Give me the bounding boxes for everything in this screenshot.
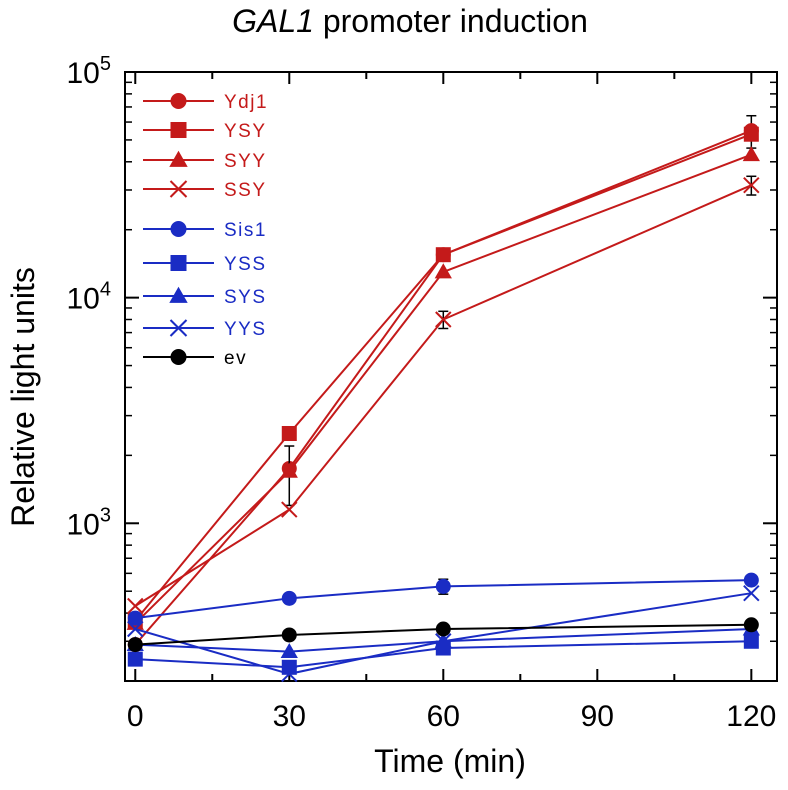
data-point-x — [435, 311, 452, 328]
legend-item-sys: SYS — [143, 286, 267, 308]
plot-frame — [124, 71, 778, 682]
x-tick-label: 0 — [127, 700, 144, 733]
series-line — [135, 628, 752, 653]
legend-label: SYY — [224, 151, 267, 172]
data-point-triangle — [434, 263, 452, 279]
data-point-triangle — [280, 462, 298, 478]
legend-label: SYS — [224, 287, 267, 308]
data-point-x — [127, 620, 144, 638]
data-point-circle — [127, 610, 143, 626]
data-point-circle — [170, 221, 187, 237]
legend-item-ydj1: Ydj1 — [143, 92, 268, 113]
data-point-triangle — [169, 286, 188, 303]
legend-item-yss: YSS — [143, 254, 267, 275]
legend-label: YSS — [224, 254, 267, 275]
y-tick-exponent: 3 — [100, 504, 111, 526]
legend-label: Sis1 — [224, 220, 267, 241]
series-line — [134, 592, 752, 675]
series-line — [134, 129, 752, 646]
data-point-x — [435, 633, 452, 650]
data-point-circle — [435, 621, 451, 637]
legend-label: YYS — [224, 319, 267, 340]
axes: 0 30 60 90 120 103 104 105 — [67, 53, 778, 733]
series-line — [135, 623, 752, 646]
data-point-x — [743, 176, 760, 194]
data-point-square — [435, 247, 451, 263]
data-point-circle — [281, 627, 297, 643]
chart-title-rest: promoter induction — [314, 3, 588, 39]
series-line — [134, 153, 752, 625]
x-tick-label: 90 — [581, 700, 614, 733]
data-point-x — [281, 501, 298, 518]
series-line — [135, 579, 752, 620]
x-tick-label: 60 — [427, 700, 460, 733]
legend-label: Ydj1 — [224, 92, 268, 113]
data-point-square — [127, 651, 143, 667]
legend-item-syy: SYY — [143, 150, 267, 172]
data-point-circle — [281, 590, 297, 606]
legend-item-sis1: Sis1 — [143, 220, 267, 241]
series-ev — [127, 617, 759, 653]
data-point-triangle — [742, 146, 760, 162]
y-tick-exponent: 5 — [100, 53, 111, 75]
data-point-square — [743, 126, 759, 142]
series-line — [134, 184, 752, 607]
legend-label: YSY — [224, 121, 267, 142]
y-tick-label: 105 — [67, 53, 112, 90]
legend-item-ev: ev — [143, 348, 247, 369]
data-point-x — [743, 584, 760, 602]
legend-label: SSY — [224, 180, 267, 201]
data-point-triangle — [280, 642, 298, 659]
series-layer — [126, 114, 760, 683]
data-point-square — [170, 122, 187, 138]
legend-item-ysy: YSY — [143, 121, 267, 142]
data-point-x — [281, 665, 298, 683]
data-point-x — [169, 180, 188, 198]
legend-label: ev — [224, 348, 247, 369]
data-point-circle — [743, 617, 759, 633]
series-ydj1 — [127, 114, 759, 653]
series-sis1 — [127, 572, 759, 626]
legend-item-ssy: SSY — [143, 180, 267, 201]
data-point-x — [169, 319, 188, 337]
chart-title: GAL1 promoter induction — [232, 3, 588, 39]
chart-title-italic: GAL1 — [232, 3, 314, 39]
y-tick-exponent: 4 — [100, 279, 111, 301]
legend: Ydj1 YSY SYY SSY Sis1 YSS SYS YYS ev — [143, 92, 268, 369]
data-point-circle — [435, 578, 451, 594]
series-yys — [127, 584, 760, 683]
series-ysy — [127, 126, 759, 629]
data-point-square — [281, 425, 297, 441]
y-tick-label: 104 — [67, 279, 112, 316]
data-point-circle — [170, 93, 187, 109]
x-tick-label: 30 — [273, 700, 306, 733]
data-point-circle — [170, 349, 187, 365]
data-point-square — [170, 255, 187, 271]
series-line — [134, 133, 752, 622]
y-axis-title: Relative light units — [5, 267, 41, 527]
series-ssy — [127, 175, 760, 615]
y-tick-label: 103 — [67, 504, 112, 541]
data-point-x — [127, 597, 144, 615]
series-syy — [126, 146, 760, 630]
data-point-circle — [743, 572, 759, 588]
x-tick-label: 120 — [726, 700, 776, 733]
legend-item-yys: YYS — [143, 319, 267, 340]
data-point-triangle — [169, 150, 188, 167]
data-point-circle — [127, 637, 143, 653]
data-point-square — [743, 633, 759, 649]
x-axis-title: Time (min) — [374, 743, 526, 779]
